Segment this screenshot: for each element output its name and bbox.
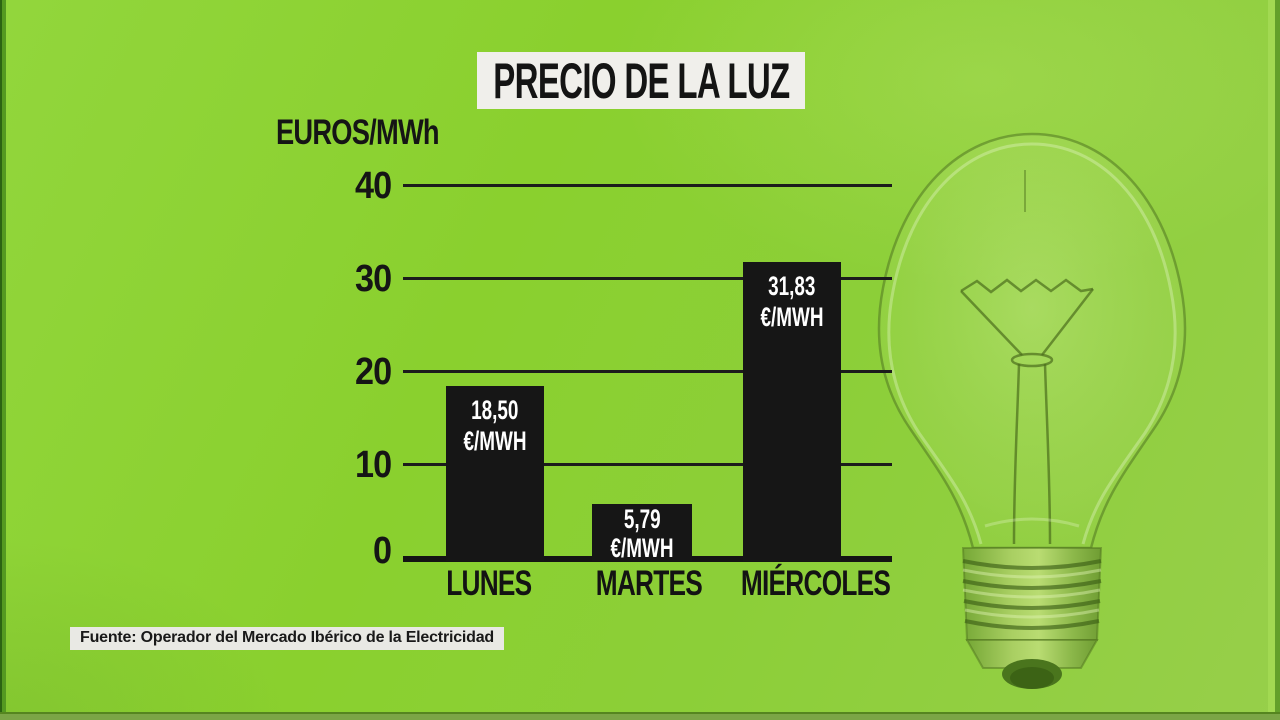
chart-title-box: PRECIO DE LA LUZ [477,52,805,109]
gridline-30 [403,277,892,280]
frame-edge-left [0,0,6,720]
gridline-10 [403,463,892,466]
y-tick-20: 20 [354,351,392,393]
gridline-40 [403,184,892,187]
light-bulb-icon [877,132,1187,689]
bar-value-lunes: 18,50 €/MWH [463,395,527,456]
frame-edge-right [1268,0,1280,720]
y-tick-40: 40 [354,165,392,207]
y-tick-10: 10 [354,444,392,486]
bar-value-miercoles: 31,83 €/MWH [760,271,824,332]
bar-value-martes: 5,79 €/MWH [610,504,674,563]
x-label-lunes: LUNES [446,564,532,603]
chart-title: PRECIO DE LA LUZ [492,52,790,109]
x-label-miercoles: MIÉRCOLES [740,564,891,603]
gridline-20 [403,370,892,373]
x-label-martes: MARTES [595,564,703,603]
frame-edge-bottom [0,712,1280,720]
source-attribution: Fuente: Operador del Mercado Ibérico de … [70,627,505,650]
bar-lunes: 18,50 €/MWH [446,386,544,561]
y-axis-label: EUROS/MWh [276,113,440,152]
y-tick-30: 30 [354,258,392,300]
y-tick-0: 0 [372,530,392,572]
bar-miercoles: 31,83 €/MWH [743,262,841,561]
bar-martes: 5,79 €/MWH [592,504,692,562]
